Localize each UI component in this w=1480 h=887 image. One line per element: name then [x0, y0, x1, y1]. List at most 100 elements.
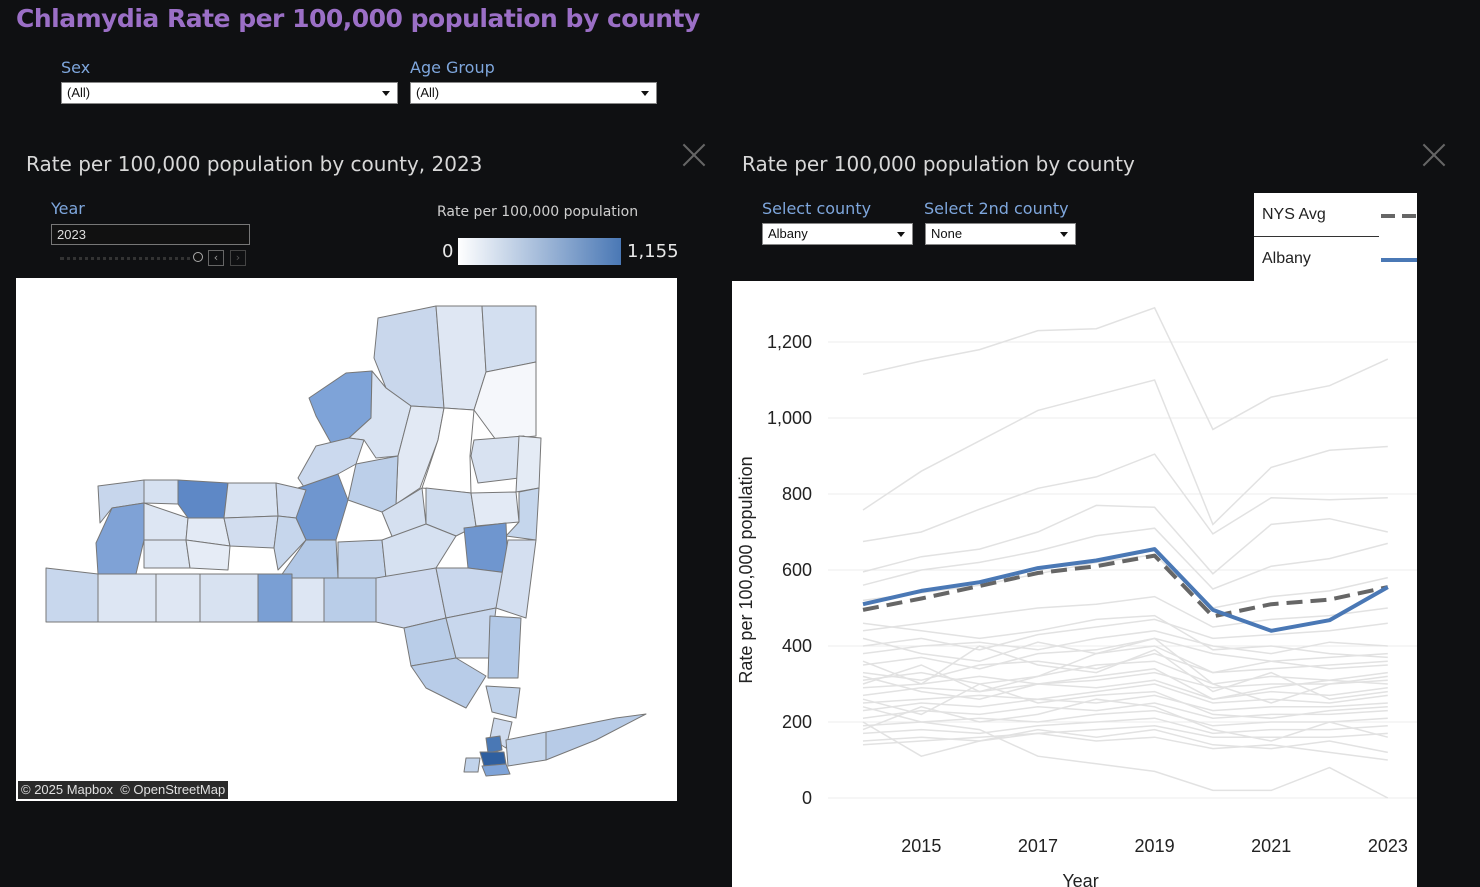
- background-county-line: [862, 706, 1389, 799]
- background-county-line: [862, 698, 1388, 742]
- map-county: [45, 567, 99, 623]
- map-county: [495, 539, 537, 619]
- background-county-line: [862, 717, 1388, 735]
- map-panel-title: Rate per 100,000 population by county, 2…: [26, 152, 483, 176]
- map-color-scale: [458, 238, 621, 265]
- close-icon[interactable]: [681, 142, 707, 168]
- map-county: [381, 523, 457, 579]
- year-slider-track[interactable]: [60, 257, 198, 260]
- x-tick-label: 2023: [1368, 836, 1408, 856]
- background-county-line: [862, 595, 1388, 632]
- map-county: [505, 487, 540, 541]
- map-county: [223, 482, 279, 519]
- map-county: [435, 567, 509, 619]
- chart-panel-title: Rate per 100,000 population by county: [742, 152, 1135, 176]
- map-county: [143, 539, 191, 569]
- map-county: [470, 435, 525, 484]
- background-county-line: [862, 694, 1388, 712]
- map-county: [463, 757, 481, 773]
- map-county: [323, 577, 377, 623]
- map-county: [347, 455, 399, 513]
- legend-swatch-albany: [1381, 258, 1417, 262]
- map-county: [481, 763, 511, 777]
- map-county: [463, 522, 509, 574]
- mapbox-attribution-link[interactable]: © 2025 Mapbox: [21, 782, 113, 797]
- y-tick-label: 400: [782, 636, 812, 656]
- age-group-select[interactable]: (All): [410, 82, 657, 104]
- y-axis-title: Rate per 100,000 population: [736, 456, 756, 683]
- chevron-down-icon: [897, 232, 905, 237]
- background-county-line: [862, 614, 1388, 659]
- year-input[interactable]: 2023: [51, 224, 250, 245]
- osm-attribution-link[interactable]: © OpenStreetMap: [120, 782, 226, 797]
- series-line-nys-avg: [862, 553, 1389, 619]
- map-county: [481, 305, 537, 373]
- legend-label-nys-avg: NYS Avg: [1262, 206, 1326, 223]
- y-tick-label: 600: [782, 560, 812, 580]
- select-county-dropdown[interactable]: Albany: [762, 223, 913, 245]
- map-legend-min: 0: [442, 241, 454, 262]
- map-county: [505, 731, 547, 767]
- legend-swatch-nys-avg: [1381, 214, 1417, 218]
- age-group-select-value: (All): [416, 85, 440, 100]
- x-tick-label: 2017: [1018, 836, 1058, 856]
- select-county-label: Select county: [762, 199, 872, 218]
- map-county: [199, 573, 259, 623]
- map-county: [487, 615, 522, 679]
- map-county: [143, 479, 179, 505]
- map-county: [337, 539, 387, 579]
- map-county: [410, 657, 487, 709]
- background-county-line: [862, 668, 1388, 700]
- y-tick-label: 1,200: [767, 332, 812, 352]
- chevron-left-icon: ‹: [213, 251, 219, 264]
- page-title: Chlamydia Rate per 100,000 population by…: [16, 4, 700, 33]
- legend-divider: [1254, 236, 1379, 237]
- map-county: [223, 515, 279, 549]
- select-2nd-county-label: Select 2nd county: [924, 199, 1069, 218]
- year-slider-handle[interactable]: [193, 252, 203, 262]
- background-county-line: [862, 527, 1388, 590]
- background-county-line: [862, 683, 1388, 704]
- background-county-line: [862, 453, 1388, 543]
- map-county: [485, 735, 503, 754]
- y-tick-label: 200: [782, 712, 812, 732]
- previous-year-button[interactable]: ‹: [208, 250, 224, 266]
- ny-county-map-svg[interactable]: [16, 278, 677, 801]
- close-icon[interactable]: [1421, 142, 1447, 168]
- x-axis-title: Year: [1062, 871, 1098, 887]
- map-county: [291, 577, 325, 623]
- map-county: [470, 491, 520, 527]
- background-county-line: [862, 504, 1388, 575]
- background-county-line: [862, 637, 1388, 670]
- y-tick-label: 0: [802, 788, 812, 808]
- background-county-line: [862, 637, 1388, 674]
- chevron-right-icon: ›: [235, 251, 241, 264]
- map-county: [177, 479, 229, 519]
- line-chart[interactable]: 0 200 400 600 800 1,000 1,200 2015 2017 2019 2021 2…: [732, 281, 1417, 887]
- background-county-line: [862, 732, 1388, 761]
- background-county-line: [862, 554, 1388, 609]
- chart-legend: NYS Avg Albany: [1254, 193, 1417, 281]
- map-county: [348, 370, 412, 459]
- y-tick-label: 800: [782, 484, 812, 504]
- series-line-albany: [862, 547, 1389, 633]
- map-county: [375, 567, 447, 629]
- map-attribution[interactable]: © 2025 Mapbox © OpenStreetMap: [18, 781, 229, 799]
- next-year-button[interactable]: ›: [230, 250, 246, 266]
- chevron-down-icon: [382, 91, 390, 96]
- sex-filter-label: Sex: [61, 58, 91, 77]
- age-group-filter-label: Age Group: [410, 58, 495, 77]
- map-county: [515, 435, 542, 493]
- select-2nd-county-dropdown[interactable]: None: [925, 223, 1076, 245]
- map-county: [297, 437, 365, 491]
- background-county-line: [862, 702, 1388, 719]
- x-tick-label: 2019: [1135, 836, 1175, 856]
- select-2nd-county-value: None: [931, 226, 963, 241]
- county-map[interactable]: [16, 278, 677, 801]
- line-chart-svg[interactable]: 0 200 400 600 800 1,000 1,200 2015 2017 2019 2021 2…: [732, 281, 1417, 887]
- chevron-down-icon: [1060, 232, 1068, 237]
- y-tick-label: 1,000: [767, 408, 812, 428]
- sex-select[interactable]: (All): [61, 82, 398, 104]
- background-county-line: [862, 721, 1388, 758]
- chevron-down-icon: [641, 91, 649, 96]
